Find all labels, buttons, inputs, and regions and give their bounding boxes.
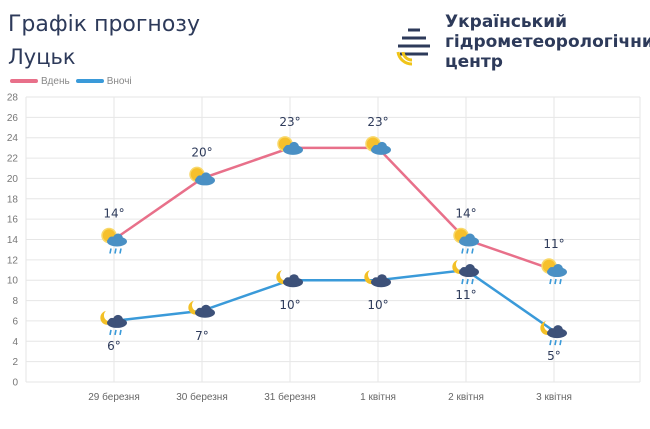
- cloud-shape: [548, 267, 556, 276]
- y-tick-label: 16: [7, 215, 19, 226]
- org-name: Український гідрометеорологічний центр: [445, 12, 650, 72]
- day-temp-label: 14°: [103, 207, 124, 221]
- night-line: [113, 268, 555, 333]
- x-tick-label: 30 березня: [176, 391, 228, 403]
- legend: Вдень Вночі: [10, 76, 132, 87]
- sun-cloud-rain-icon: [101, 227, 127, 254]
- cloud-shape: [372, 277, 380, 286]
- y-tick-label: 22: [7, 154, 19, 165]
- cloud-shape: [548, 328, 556, 337]
- moon-cloud-icon: [276, 270, 303, 288]
- sun-cloud-rain-icon: [541, 258, 567, 285]
- cloud-shape: [460, 236, 468, 245]
- legend-day[interactable]: Вдень: [10, 76, 70, 87]
- day-temp-label: 14°: [455, 207, 476, 221]
- day-temp-label: 20°: [191, 145, 212, 159]
- legend-night[interactable]: Вночі: [75, 76, 132, 87]
- x-tick-label: 31 березня: [264, 391, 316, 403]
- hydromet-logo-icon: [396, 28, 430, 66]
- rain-drop: [109, 248, 112, 254]
- moon-cloud-rain-icon: [100, 310, 127, 336]
- city-name: Луцьк: [8, 45, 76, 69]
- rain-drop: [109, 329, 112, 336]
- cloud-shape: [108, 236, 116, 245]
- rain-drop: [461, 248, 464, 254]
- cloud-shape: [108, 317, 116, 326]
- y-tick-label: 10: [7, 276, 19, 287]
- day-temp-label: 23°: [279, 115, 300, 129]
- y-tick-label: 6: [12, 316, 18, 327]
- sun-cloud-rain-icon: [453, 227, 479, 254]
- y-tick-label: 28: [7, 93, 19, 104]
- day-line: [113, 146, 555, 272]
- rain-drop: [554, 278, 557, 285]
- cloud-shape: [284, 277, 292, 286]
- rain-drop: [549, 339, 552, 346]
- org-line-2: гідрометеорологічний: [445, 32, 650, 52]
- org-line-3: центр: [445, 52, 503, 72]
- moon-shape: [188, 300, 202, 315]
- night-temp-label: 11°: [455, 288, 476, 302]
- x-tick-label: 2 квітня: [448, 392, 484, 403]
- legend-day-label: Вдень: [41, 76, 70, 87]
- sun-cloud-icon: [365, 136, 391, 155]
- y-tick-label: 26: [7, 113, 19, 124]
- moon-shape: [276, 270, 290, 285]
- moon-shape: [452, 260, 466, 274]
- night-temp-label: 10°: [367, 298, 388, 312]
- night-temp-label: 6°: [107, 339, 121, 353]
- sun-cloud-icon: [277, 136, 303, 155]
- day-temp-label: 11°: [543, 237, 564, 251]
- y-tick-label: 4: [12, 337, 18, 348]
- day-temp-label: 23°: [367, 115, 388, 129]
- sun-cloud-icon: [189, 166, 215, 186]
- rain-drop: [471, 248, 474, 254]
- rain-drop: [549, 278, 552, 285]
- rain-drop: [471, 278, 474, 285]
- y-tick-label: 2: [12, 357, 18, 368]
- moon-cloud-rain-icon: [452, 260, 479, 285]
- moon-cloud-icon: [188, 300, 215, 318]
- moon-shape: [100, 310, 114, 325]
- page-title: Графік прогнозу: [8, 12, 200, 37]
- y-tick-label: 14: [7, 235, 19, 246]
- y-tick-label: 24: [7, 133, 19, 144]
- x-tick-label: 29 березня: [88, 391, 140, 403]
- moon-shape: [364, 270, 378, 285]
- rain-drop: [559, 339, 562, 346]
- moon-cloud-icon: [364, 270, 391, 288]
- rain-drop: [559, 278, 562, 285]
- legend-night-label: Вночі: [106, 76, 132, 87]
- rain-drop: [461, 278, 464, 285]
- moon-cloud-rain-icon: [540, 321, 567, 346]
- cloud-shape: [372, 144, 380, 153]
- cloud-shape: [460, 267, 468, 276]
- y-tick-label: 12: [7, 255, 19, 266]
- rain-drop: [114, 329, 117, 336]
- y-tick-label: 18: [7, 194, 19, 205]
- org-line-1: Український: [445, 12, 568, 32]
- rain-drop: [119, 248, 122, 254]
- rain-drop: [466, 278, 469, 285]
- y-tick-label: 0: [12, 378, 18, 389]
- rain-drop: [119, 329, 122, 336]
- x-tick-label: 3 квітня: [536, 392, 572, 403]
- night-temp-label: 7°: [195, 329, 209, 343]
- y-tick-label: 8: [12, 296, 18, 307]
- y-tick-label: 20: [7, 174, 19, 185]
- rain-drop: [114, 248, 117, 254]
- moon-shape: [540, 321, 554, 335]
- rain-drop: [466, 248, 469, 254]
- cloud-shape: [196, 307, 204, 316]
- night-temp-label: 5°: [547, 349, 561, 363]
- cloud-shape: [196, 175, 204, 184]
- night-temp-label: 10°: [279, 298, 300, 312]
- x-tick-label: 1 квітня: [360, 392, 396, 403]
- rain-drop: [554, 339, 557, 346]
- cloud-shape: [284, 144, 292, 153]
